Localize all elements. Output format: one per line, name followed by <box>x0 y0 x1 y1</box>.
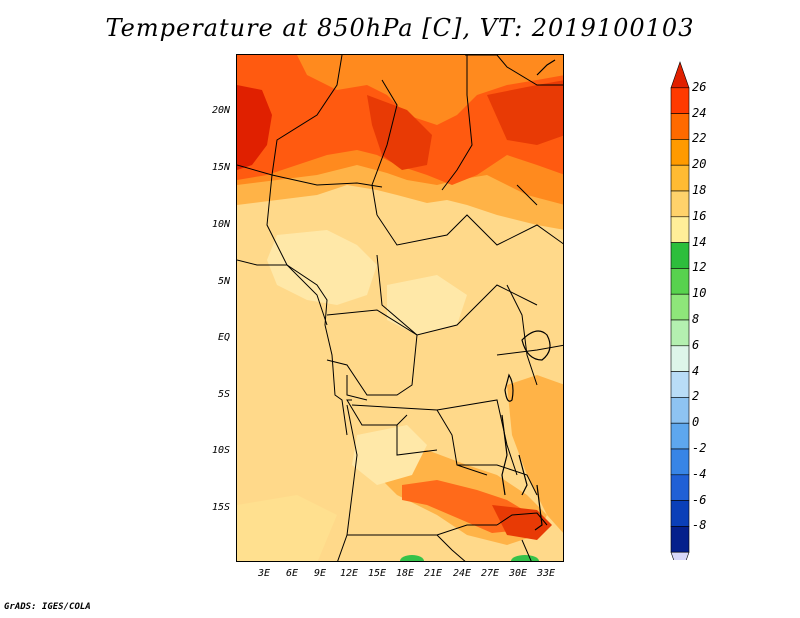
coastline <box>237 259 348 436</box>
colorbar-box <box>670 500 690 527</box>
colorbar-label: 8 <box>692 312 700 326</box>
colorbar-label: 18 <box>692 183 707 197</box>
colorbar-box <box>670 448 690 476</box>
lat-tick: 20N <box>211 105 230 116</box>
field-hot-west <box>237 85 272 170</box>
colorbar-box <box>670 190 690 218</box>
colorbar <box>670 61 690 560</box>
field-east-20-22 <box>507 375 563 533</box>
lon-tick: 27E <box>480 568 500 579</box>
colorbar-label: -6 <box>692 492 707 507</box>
lon-tick: 12E <box>339 568 359 579</box>
map-title: Temperature at 850hPa [C], VT: 201910010… <box>105 14 695 42</box>
field-cool-angola <box>352 425 427 485</box>
lon-tick: 18E <box>395 568 415 579</box>
colorbar-arrow-top <box>670 61 690 89</box>
colorbar-label: 0 <box>692 415 700 430</box>
lat-tick: 10S <box>211 445 230 456</box>
colorbar-box <box>670 216 690 243</box>
field-green-spot-2 <box>511 555 539 561</box>
colorbar-label: 6 <box>692 337 700 352</box>
lat-tick: 5N <box>217 276 230 287</box>
colorbar-box <box>670 397 690 424</box>
colorbar-box <box>670 319 690 347</box>
field-green-spot-1 <box>400 555 424 561</box>
field-cool-cameroon <box>267 230 377 305</box>
colorbar-label: 16 <box>692 208 707 223</box>
colorbar-label: 10 <box>692 286 707 301</box>
field-hot-sudan <box>487 80 563 145</box>
lat-tick: EQ <box>217 332 230 343</box>
colorbar-box <box>670 293 690 321</box>
colorbar-box <box>670 526 690 553</box>
lon-tick: 33E <box>536 568 556 579</box>
colorbar-label: 20 <box>692 157 707 172</box>
lon-tick: 21E <box>423 568 443 579</box>
colorbar-label: 26 <box>692 79 707 94</box>
grads-credit: GrADS: IGES/COLA <box>4 602 91 612</box>
field-hot-chad <box>367 95 432 170</box>
lon-tick: 6E <box>285 568 299 579</box>
colorbar-box <box>670 422 690 450</box>
colorbar-box <box>670 113 690 140</box>
colorbar-label: 2 <box>692 389 700 404</box>
lat-tick: 5S <box>217 389 230 400</box>
colorbar-label: 24 <box>692 105 707 120</box>
lat-tick: 10N <box>211 219 230 230</box>
colorbar-box <box>670 139 690 166</box>
field-cool-car <box>387 275 467 335</box>
colorbar-box <box>670 474 690 501</box>
colorbar-box <box>670 371 690 398</box>
colorbar-box <box>670 164 690 192</box>
colorbar-label: 12 <box>692 260 707 275</box>
colorbar-label: -2 <box>692 441 707 455</box>
lon-tick: 9E <box>313 568 327 579</box>
lon-tick: 24E <box>452 568 472 579</box>
lon-tick: 15E <box>367 568 387 579</box>
colorbar-label: 4 <box>692 363 700 378</box>
colorbar-box <box>670 87 690 114</box>
temperature-map <box>236 54 564 562</box>
country-borders <box>237 55 563 561</box>
colorbar-label: -4 <box>692 466 707 481</box>
lat-tick: 15N <box>211 162 230 173</box>
colorbar-box <box>670 242 690 269</box>
colorbar-box <box>670 345 690 372</box>
lon-tick: 3E <box>257 568 271 579</box>
colorbar-arrow-bottom <box>670 551 690 560</box>
colorbar-label: 22 <box>692 131 707 146</box>
temperature-field <box>237 55 563 561</box>
lat-tick: 15S <box>211 502 230 513</box>
colorbar-label: 14 <box>692 234 707 249</box>
lon-tick: 30E <box>508 568 528 579</box>
colorbar-label: -8 <box>692 518 707 533</box>
field-sw-16-18 <box>237 495 337 561</box>
colorbar-box <box>670 268 690 295</box>
lake-outlines <box>501 59 556 531</box>
